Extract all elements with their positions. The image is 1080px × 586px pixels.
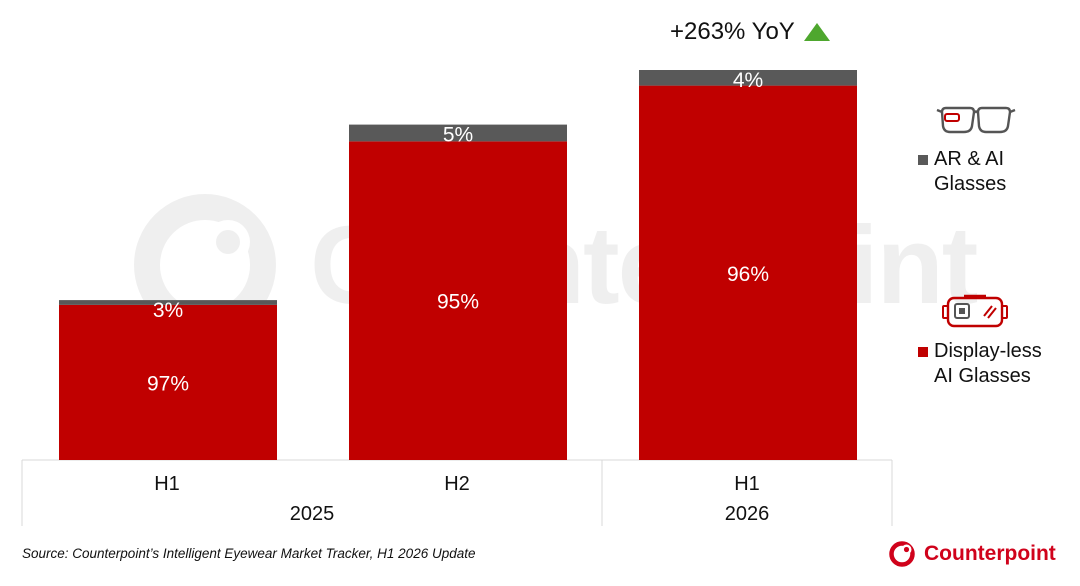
legend-swatch-display-less <box>918 347 928 357</box>
bar-display-less <box>59 304 277 460</box>
legend-label-line2: AI Glasses <box>934 365 1031 387</box>
brand-logo: Counterpoint <box>888 540 1056 568</box>
legend-label-line1: AR & AI <box>934 148 1005 170</box>
yoy-annotation: +263% YoY <box>670 18 831 46</box>
bar-ar-ai <box>639 70 857 86</box>
legend-swatch-ar-ai <box>918 155 928 165</box>
legend-label-line2: Glasses <box>934 173 1007 195</box>
tick-label-year: 2025 <box>290 503 335 525</box>
brand-name: Counterpoint <box>924 542 1056 565</box>
data-label-display-less: 96% <box>727 263 769 286</box>
legend-label-line1: Display-less <box>934 340 1042 362</box>
legend-item-ar-ai-glasses: AR & AI Glasses <box>918 100 1068 197</box>
tick-label-period: H1 <box>154 473 180 495</box>
tick-label-period: H2 <box>444 473 470 495</box>
tick-label-year: 2026 <box>725 503 770 525</box>
bar-ar-ai <box>59 300 277 305</box>
data-label-display-less: 95% <box>437 291 479 314</box>
data-label-ar-ai: 4% <box>733 69 763 92</box>
source-note: Source: Counterpoint’s Intelligent Eyewe… <box>22 546 476 561</box>
vr-headset-icon <box>942 294 1008 328</box>
bar-display-less <box>639 85 857 460</box>
data-label-display-less: 97% <box>147 372 189 395</box>
data-label-ar-ai: 5% <box>443 124 473 147</box>
yoy-text: +263% YoY <box>670 18 795 45</box>
tick-label-period: H1 <box>734 473 760 495</box>
bar-ar-ai <box>349 124 567 142</box>
data-label-ar-ai: 3% <box>153 299 183 322</box>
up-triangle-icon <box>803 23 830 41</box>
counterpoint-logo-icon <box>889 541 915 567</box>
legend-item-display-less-ai-glasses: Display-less AI Glasses <box>918 292 1068 389</box>
smart-glasses-icon <box>936 106 1016 134</box>
bar-display-less <box>349 141 567 460</box>
